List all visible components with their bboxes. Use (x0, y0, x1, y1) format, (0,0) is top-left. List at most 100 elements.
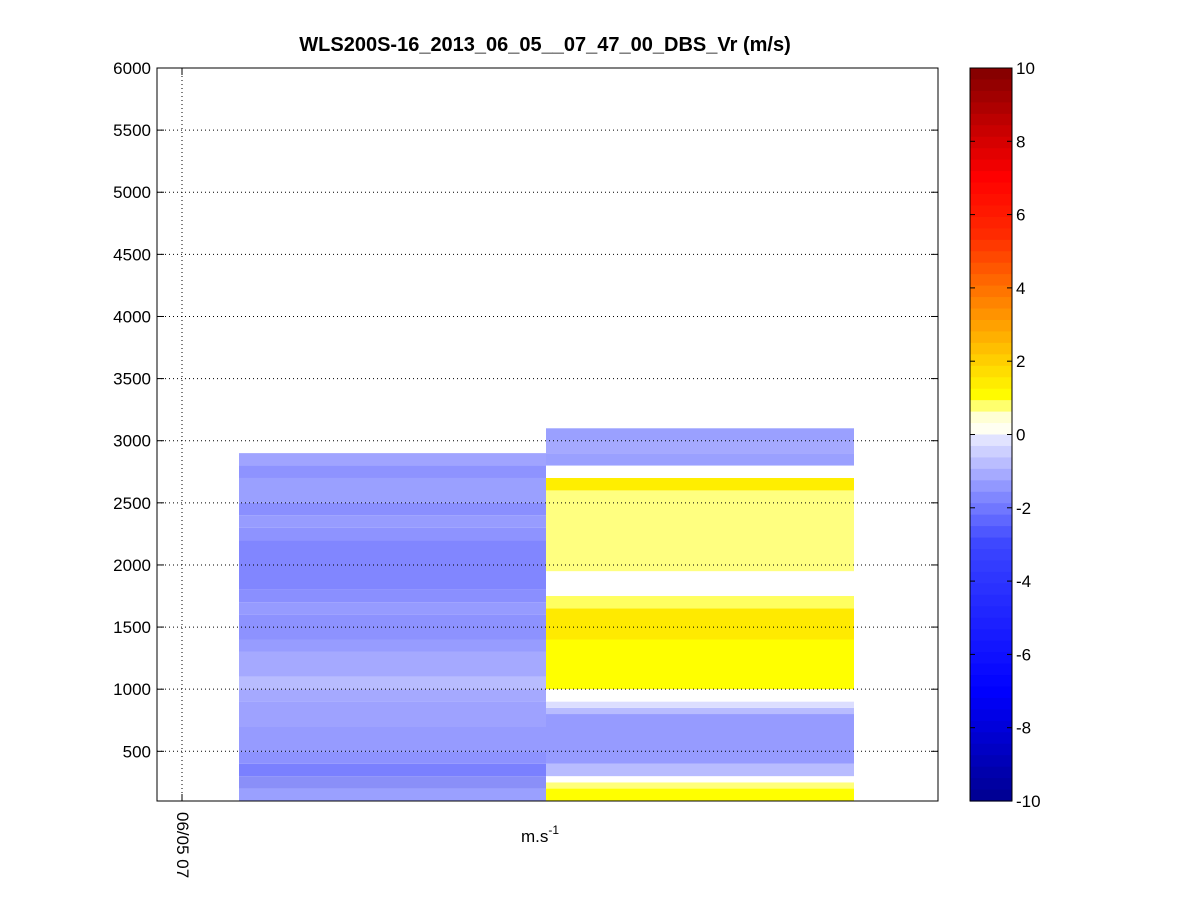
colorbar-swatch (970, 400, 1012, 413)
heatmap-cell (239, 676, 546, 690)
colorbar-swatch (970, 766, 1012, 779)
heatmap-cell (239, 788, 546, 801)
colorbar-swatch (970, 560, 1012, 573)
y-tick-label: 500 (123, 742, 151, 761)
colorbar-swatch (970, 331, 1012, 344)
colorbar-swatch (970, 354, 1012, 367)
chart-title: WLS200S-16_2013_06_05__07_47_00_DBS_Vr (… (299, 34, 790, 56)
colorbar-swatch (970, 755, 1012, 768)
colorbar-swatch (970, 136, 1012, 149)
heatmap-cell (239, 726, 546, 752)
colorbar-swatch (970, 571, 1012, 584)
heatmap-cell (239, 502, 546, 516)
colorbar-swatch (970, 445, 1012, 459)
colorbar-swatch (970, 675, 1012, 688)
y-tick-label: 4500 (113, 245, 151, 264)
colorbar-tick-label: -8 (1016, 719, 1031, 738)
colorbar-swatch (970, 262, 1012, 275)
y-tick-label: 1000 (113, 680, 151, 699)
heatmap-cell (546, 763, 854, 777)
colorbar-swatch (970, 617, 1012, 630)
colorbar-swatch (970, 629, 1012, 642)
colorbar-swatch (970, 171, 1012, 184)
colorbar-swatch (970, 583, 1012, 596)
heatmap-cell (546, 608, 854, 640)
colorbar-ticks: 10 8 6 4 2 0 -2 -4 -6 -8 -10 (970, 59, 1041, 811)
heatmap-cell (546, 477, 854, 491)
colorbar-swatch (970, 549, 1012, 562)
colorbar-swatch (970, 228, 1012, 241)
colorbar-tick-label: 2 (1016, 352, 1025, 371)
colorbar-swatch (970, 79, 1012, 92)
plot-frame (156, 67, 939, 802)
heatmap-cell (239, 751, 546, 764)
heatmap-cell (546, 490, 854, 572)
colorbar-swatch (970, 193, 1012, 207)
y-tick-label: 2500 (113, 494, 151, 513)
heatmap-cell (546, 707, 854, 715)
heatmap-cell (239, 701, 546, 727)
heatmap-cell (546, 776, 854, 783)
colorbar-swatch (970, 537, 1012, 550)
colorbar-swatch (970, 319, 1012, 333)
colorbar-swatch (970, 297, 1012, 310)
heatmap-cell (239, 689, 546, 702)
colorbar-swatch (970, 743, 1012, 756)
colorbar-tick-label: -4 (1016, 572, 1031, 591)
heatmap-cell (239, 651, 546, 677)
colorbar-swatch (970, 594, 1012, 607)
heatmap-cell (546, 440, 854, 454)
colorbar-swatch (970, 640, 1012, 653)
heatmap-cell (546, 465, 854, 478)
colorbar-swatch (970, 503, 1012, 516)
colorbar (970, 68, 1012, 802)
colorbar-swatch (970, 377, 1012, 390)
colorbar-tick-label: 4 (1016, 279, 1025, 298)
heatmap-cell (546, 782, 854, 789)
heatmap-cell (546, 689, 854, 702)
x-tick-label: 06/05 07 (173, 812, 192, 878)
colorbar-swatch (970, 514, 1012, 527)
heatmap-cell (546, 428, 854, 441)
y-tick-label: 2000 (113, 556, 151, 575)
colorbar-swatch (970, 468, 1012, 481)
x-axis-label-superscript: -1 (548, 823, 559, 837)
y-tick-label: 1500 (113, 618, 151, 637)
heatmap-cell (239, 614, 546, 640)
colorbar-tick-label: 10 (1016, 59, 1035, 78)
heatmap-cell (546, 714, 854, 764)
colorbar-swatch (970, 491, 1012, 504)
plot-area (239, 428, 854, 801)
colorbar-tick-label: -6 (1016, 645, 1031, 664)
colorbar-swatch (970, 720, 1012, 733)
colorbar-swatch (970, 113, 1012, 126)
colorbar-swatch (970, 652, 1012, 665)
colorbar-swatch (970, 480, 1012, 493)
heatmap-cell (546, 639, 854, 690)
colorbar-swatch (970, 697, 1012, 710)
colorbar-swatch (970, 526, 1012, 539)
colorbar-swatch (970, 388, 1012, 401)
heatmap-cell (239, 589, 546, 603)
heatmap-cell (239, 453, 546, 466)
colorbar-tick-label: 8 (1016, 132, 1025, 151)
y-tick-label: 4000 (113, 307, 151, 326)
colorbar-swatch (970, 778, 1012, 791)
colorbar-swatch (970, 732, 1012, 745)
colorbar-swatch (970, 423, 1012, 436)
colorbar-swatch (970, 789, 1012, 802)
heatmap-cell (546, 596, 854, 609)
colorbar-swatch (970, 709, 1012, 722)
colorbar-swatch (970, 68, 1012, 81)
y-tick-label: 3000 (113, 432, 151, 451)
colorbar-tick-label: 6 (1016, 206, 1025, 225)
colorbar-swatch (970, 365, 1012, 378)
colorbar-tick-label: -10 (1016, 792, 1041, 811)
colorbar-swatch (970, 686, 1012, 699)
y-tick-label: 6000 (113, 59, 151, 78)
heatmap-cell (239, 515, 546, 528)
colorbar-swatch (970, 308, 1012, 321)
heatmap-cell (546, 453, 854, 466)
heatmap-cell (239, 776, 546, 789)
